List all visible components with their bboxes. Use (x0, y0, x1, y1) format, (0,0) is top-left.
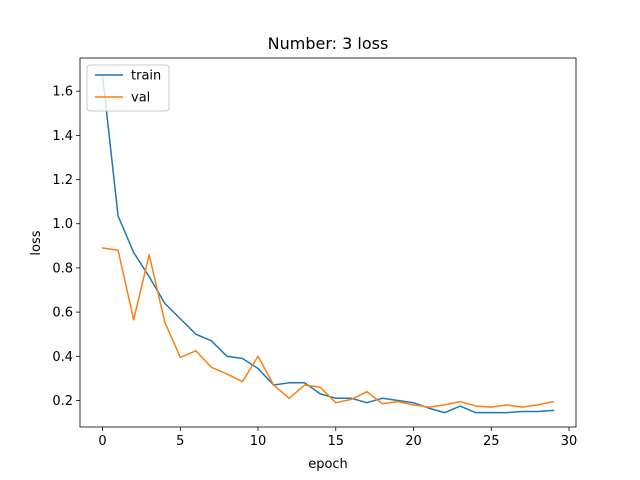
x-tick-label: 15 (328, 434, 345, 449)
legend: train val (86, 64, 170, 112)
x-axis-label: epoch (308, 457, 348, 472)
plot-area (101, 74, 555, 414)
y-tick-label: 0.4 (52, 350, 73, 365)
chart-title: Number: 3 loss (268, 34, 389, 53)
legend-label-val: val (131, 91, 150, 106)
x-tick-label: 25 (483, 434, 500, 449)
plot-frame (79, 57, 577, 428)
y-tick-label: 1.0 (52, 217, 73, 232)
y-tick-label: 0.2 (52, 394, 73, 409)
series-line-val (101, 247, 555, 408)
y-tick-label: 1.6 (52, 85, 73, 100)
y-axis-label: loss (29, 230, 44, 255)
y-tick-label: 0.6 (52, 306, 73, 321)
x-tick-label: 20 (405, 434, 422, 449)
y-tick-label: 0.8 (52, 261, 73, 276)
x-tick-label: 30 (561, 434, 578, 449)
x-tick-label: 0 (98, 434, 106, 449)
legend-box (86, 64, 170, 112)
series-line-train (101, 74, 555, 414)
y-tick-label: 1.2 (52, 173, 73, 188)
y-tick-label: 1.4 (52, 129, 73, 144)
x-tick-label: 5 (176, 434, 184, 449)
legend-label-train: train (131, 69, 161, 84)
x-axis: 0 5 10 15 20 25 30 (98, 427, 577, 449)
x-tick-label: 10 (250, 434, 267, 449)
y-axis: 0.2 0.4 0.6 0.8 1.0 1.2 1.4 1.6 (52, 85, 80, 409)
